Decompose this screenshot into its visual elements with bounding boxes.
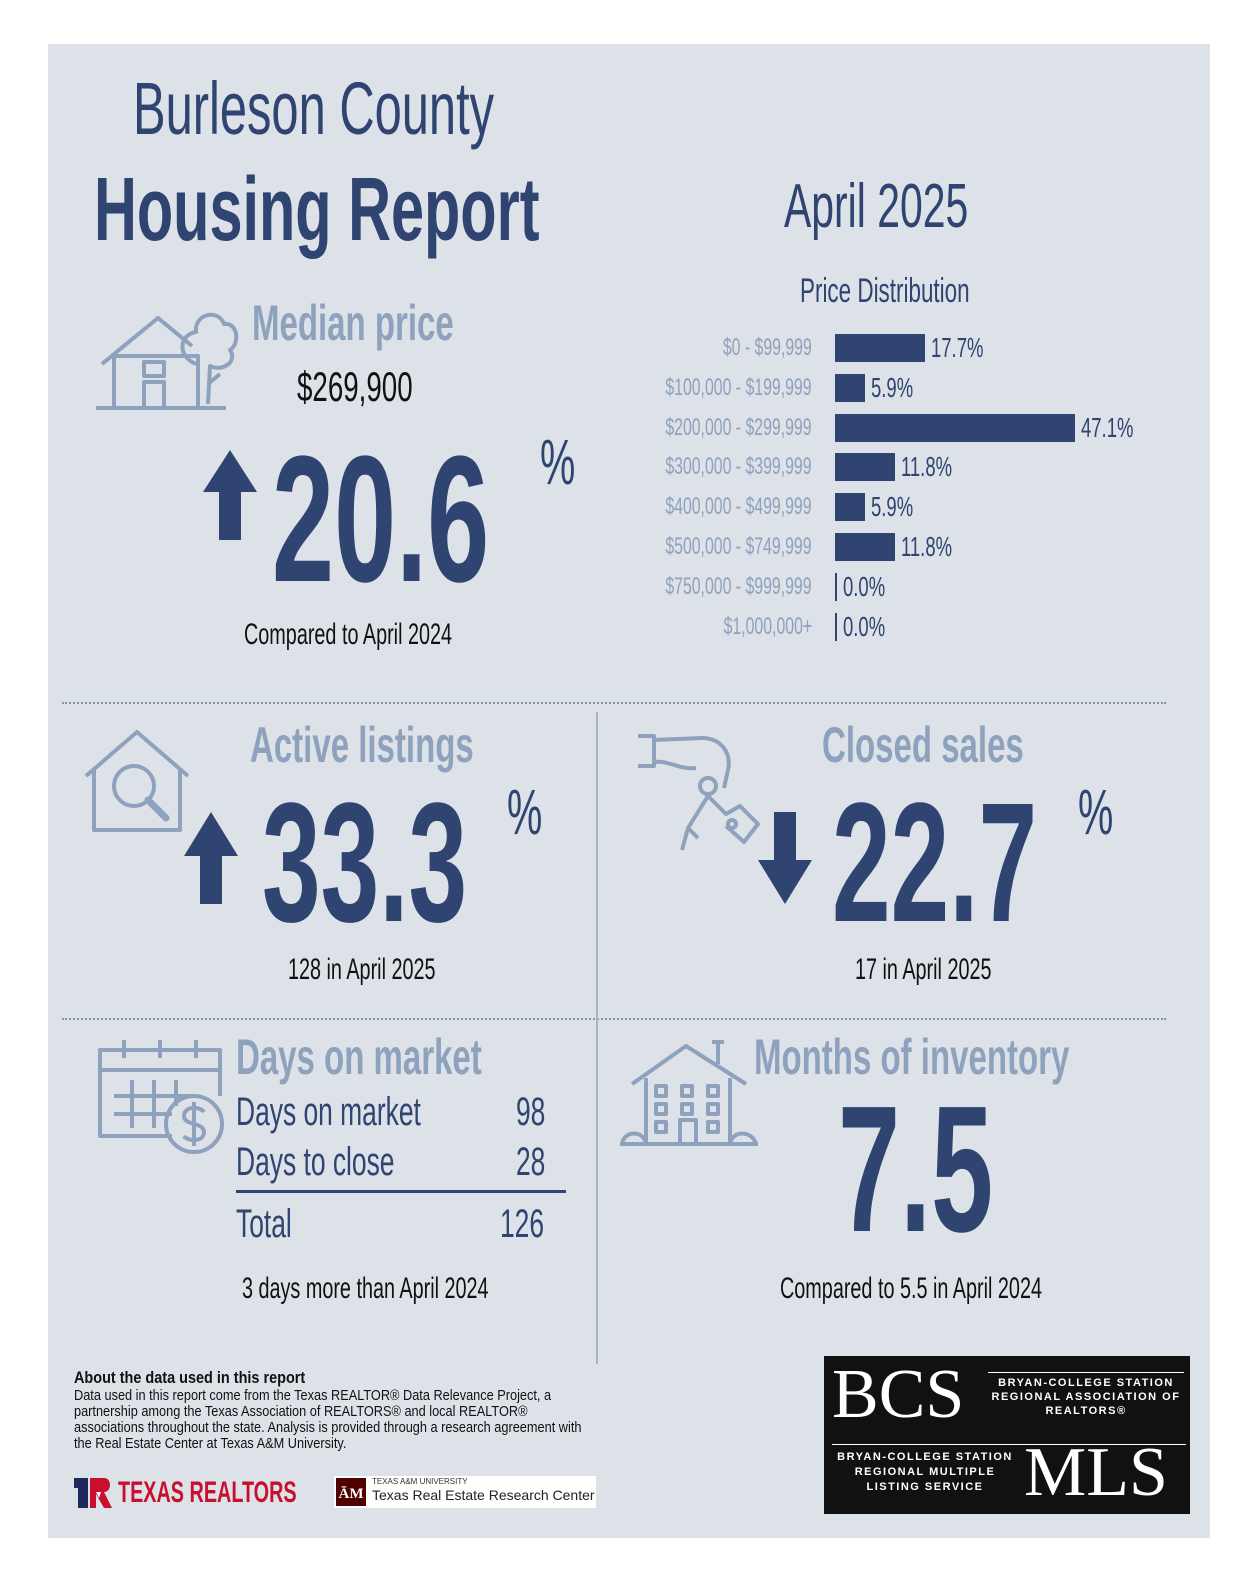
bcs-logo-text: BCS	[832, 1356, 965, 1433]
price-range-label: $500,000 - $749,999	[665, 533, 812, 560]
price-distribution-value: 17.7%	[931, 332, 984, 363]
months-inventory-label: Months of inventory	[754, 1029, 1070, 1085]
median-price-label: Median price	[252, 295, 454, 351]
price-distribution-value: 0.0%	[843, 611, 886, 642]
tamu-logo	[334, 1476, 596, 1508]
price-distribution-bar	[835, 573, 837, 601]
report-panel	[48, 44, 1210, 1538]
texas-realtors-logo-text: TEXAS REALTORS	[118, 1476, 297, 1509]
price-distribution-bar	[835, 613, 837, 641]
price-distribution-value: 11.8%	[901, 451, 953, 482]
calendar-dollar-icon	[98, 1040, 224, 1154]
price-distribution-row: $400,000 - $499,999 5.9%	[0, 492, 1260, 522]
months-inventory-caption: Compared to 5.5 in April 2024	[780, 1272, 1042, 1305]
price-range-label: $400,000 - $499,999	[665, 493, 812, 520]
price-distribution-bar	[835, 453, 895, 481]
closed-sales-percent-sign: %	[1078, 776, 1114, 848]
price-range-label: $100,000 - $199,999	[665, 374, 812, 401]
closed-sales-label: Closed sales	[822, 717, 1024, 773]
price-distribution-row: $100,000 - $199,999 5.9%	[0, 373, 1260, 403]
hand-keys-icon	[638, 734, 760, 851]
bcs-logo-subtext: BRYAN-COLLEGE STATION REGIONAL ASSOCIATI…	[991, 1377, 1181, 1417]
dom-row-value: 98	[516, 1090, 546, 1134]
tamu-university-text: TEXAS A&M UNIVERSITY	[372, 1477, 468, 1486]
arrow-up-icon	[184, 812, 238, 904]
median-price-change: 20.6	[272, 419, 490, 620]
divider-vertical	[596, 712, 598, 1364]
report-title: Housing Report	[94, 160, 540, 260]
price-distribution-bar	[835, 493, 865, 521]
median-price-caption: Compared to April 2024	[244, 618, 453, 651]
house-search-icon	[84, 730, 190, 832]
mls-logo-subtext: BRYAN-COLLEGE STATION REGIONAL MULTIPLE …	[837, 1451, 1013, 1493]
tamu-atm-icon: ĀM	[336, 1478, 366, 1506]
divider-horizontal-top	[62, 702, 1166, 704]
arrow-up-icon	[203, 450, 257, 540]
total-divider	[236, 1190, 566, 1193]
texas-realtors-logo-icon	[74, 1478, 112, 1508]
closed-sales-caption: 17 in April 2025	[855, 953, 992, 986]
svg-text:ĀM: ĀM	[339, 1486, 364, 1502]
price-distribution-value: 5.9%	[871, 372, 914, 403]
about-data-title: About the data used in this report	[74, 1368, 306, 1387]
price-distribution-row: $200,000 - $299,999 47.1%	[0, 413, 1260, 443]
price-distribution-value: 11.8%	[901, 531, 953, 562]
tamu-center-text: Texas Real Estate Research Center	[372, 1487, 595, 1503]
price-distribution-value: 5.9%	[871, 491, 914, 522]
days-to-close-value: 28	[516, 1140, 546, 1184]
days-on-market-label: Days on market	[236, 1029, 482, 1085]
price-distribution-row: $300,000 - $399,999 11.8%	[0, 452, 1260, 482]
total-label: Total	[236, 1202, 292, 1246]
dom-row-name: Days on market	[236, 1090, 421, 1134]
price-range-label: $300,000 - $399,999	[665, 453, 812, 480]
days-to-close-name: Days to close	[236, 1140, 395, 1184]
active-listings-percent-sign: %	[507, 776, 543, 848]
bcs-mls-logo	[824, 1356, 1190, 1514]
report-month: April 2025	[784, 172, 969, 241]
price-distribution-row: $750,000 - $999,999 0.0%	[0, 572, 1260, 602]
price-range-label: $750,000 - $999,999	[665, 573, 812, 600]
median-price-value: $269,900	[297, 363, 413, 410]
divider-horizontal-middle	[62, 1018, 1166, 1020]
house-tree-icon	[96, 312, 239, 410]
price-distribution-row: $1,000,000+ 0.0%	[0, 612, 1260, 642]
active-listings-caption: 128 in April 2025	[288, 953, 436, 986]
price-distribution-value: 47.1%	[1081, 412, 1134, 443]
bcs-logo-rule-top	[988, 1372, 1184, 1373]
closed-sales-change: 22.7	[832, 768, 1038, 958]
total-value: 126	[500, 1202, 545, 1246]
price-distribution-bar	[835, 334, 925, 362]
logo-rule-middle	[832, 1444, 1186, 1445]
price-distribution-bar	[835, 374, 865, 402]
price-distribution-bar	[835, 533, 895, 561]
townhouse-icon	[620, 1040, 758, 1146]
active-listings-label: Active listings	[250, 717, 474, 773]
about-data-text: Data used in this report come from the T…	[74, 1387, 582, 1452]
active-listings-change: 33.3	[262, 768, 468, 958]
days-on-market-caption: 3 days more than April 2024	[242, 1272, 489, 1305]
price-range-label: $1,000,000+	[723, 613, 812, 640]
report-title-county: Burleson County	[133, 67, 495, 150]
price-distribution-title: Price Distribution	[800, 272, 970, 310]
price-distribution-row: $500,000 - $749,999 11.8%	[0, 532, 1260, 562]
median-price-percent-sign: %	[540, 426, 576, 498]
price-range-label: $200,000 - $299,999	[665, 414, 812, 441]
price-range-label: $0 - $99,999	[723, 334, 812, 361]
price-distribution-row: $0 - $99,999 17.7%	[0, 333, 1260, 363]
arrow-down-icon	[758, 812, 812, 904]
mls-logo-text: MLS	[1024, 1434, 1168, 1511]
price-distribution-value: 0.0%	[843, 571, 886, 602]
months-inventory-value: 7.5	[838, 1069, 994, 1270]
price-distribution-bar	[835, 414, 1075, 442]
